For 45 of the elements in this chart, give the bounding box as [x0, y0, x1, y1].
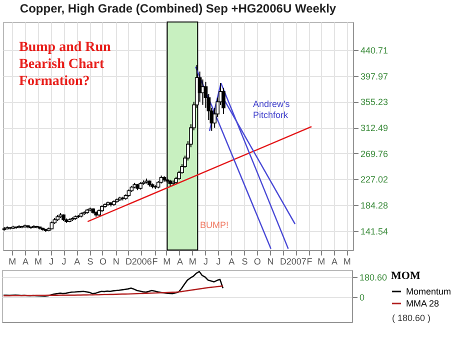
legend-title: MOM: [391, 270, 421, 282]
x-tick-label: A: [74, 256, 80, 266]
x-tick-label: 2006: [132, 256, 152, 266]
y-tick-label: 397.97: [360, 71, 388, 82]
legend-label: Momentum: [406, 286, 452, 296]
legend-label: MMA 28: [406, 298, 440, 308]
x-tick-label: F: [152, 256, 158, 266]
chart-title: Copper, High Grade (Combined) Sep +HG2006U Weekly: [20, 2, 336, 16]
annotation: Andrew's Pitchfork: [253, 99, 290, 120]
y-tick-label: 184.28: [360, 200, 388, 211]
y-tick-label: 0: [360, 292, 365, 302]
text: ( 180.60 ): [392, 313, 431, 323]
x-tick-label: 2007: [286, 256, 306, 266]
x-tick-label: N: [267, 256, 274, 266]
x-tick-label: M: [163, 256, 171, 266]
x-tick-label: J: [62, 256, 66, 266]
x-tick-label: J: [204, 256, 208, 266]
x-tick-label: N: [112, 256, 120, 266]
annotation: Bump and Run Bearish Chart Formation?: [19, 40, 112, 89]
x-tick-label: D: [126, 256, 133, 266]
y-tick-label: 355.23: [360, 97, 388, 108]
x-tick-label: S: [87, 256, 94, 266]
y-tick-label: 227.02: [360, 174, 388, 185]
x-tick-label: A: [331, 256, 338, 266]
x-tick-label: M: [318, 256, 326, 266]
x-tick-label: F: [306, 256, 313, 266]
x-tick-label: A: [228, 256, 235, 266]
x-tick-label: O: [254, 256, 261, 266]
x-tick-label: M: [188, 256, 196, 266]
x-tick-label: A: [176, 256, 183, 266]
x-tick-label: M: [34, 256, 42, 266]
x-tick-label: M: [343, 256, 351, 266]
x-tick-label: M: [8, 256, 16, 266]
y-tick-label: 312.49: [360, 123, 388, 134]
x-tick-label: S: [242, 256, 248, 266]
y-tick-label: 180.60: [360, 272, 388, 283]
x-tick-label: J: [49, 256, 54, 266]
y-tick-label: 269.76: [360, 148, 388, 159]
x-tick-label: O: [99, 256, 106, 266]
annotation: BUMP!: [200, 220, 229, 230]
x-tick-label: D: [280, 256, 287, 266]
y-tick-label: 141.54: [360, 226, 388, 236]
x-tick-label: A: [22, 256, 29, 266]
x-tick-label: J: [216, 256, 221, 266]
y-tick-label: 440.71: [360, 45, 388, 56]
